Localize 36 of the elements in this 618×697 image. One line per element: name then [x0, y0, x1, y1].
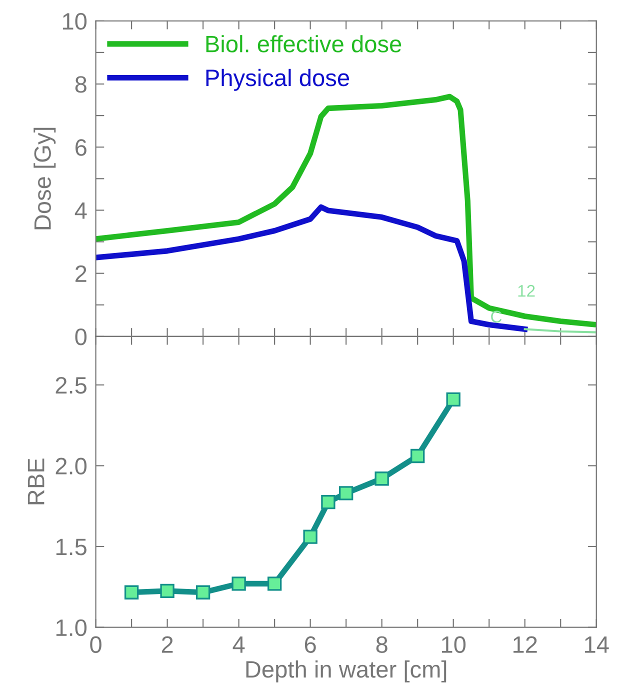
annotation: 12 — [518, 284, 535, 297]
y-tick-label: 2.0 — [56, 458, 87, 474]
x-axis-title: Depth in water [cm] — [246, 660, 446, 682]
annotation: C — [491, 310, 502, 323]
point — [232, 576, 246, 591]
point — [303, 530, 318, 544]
y-tick-label: 0 — [75, 328, 87, 346]
y-axis-title: Dose [Gy] — [34, 128, 56, 230]
y-tick-label: 1.5 — [56, 538, 86, 556]
x-tick-label: 10 — [442, 636, 466, 653]
x-tick-label: 2 — [162, 636, 173, 653]
y-tick-label: 2.5 — [56, 376, 86, 394]
x-tick-label: 6 — [304, 636, 316, 653]
point — [196, 585, 210, 600]
point — [338, 486, 354, 500]
y-tick-label: 6 — [76, 139, 86, 156]
legend-label: Physical dose — [206, 68, 350, 91]
x-tick-label: 12 — [514, 636, 537, 653]
point — [410, 448, 425, 464]
point — [124, 585, 139, 600]
legend-label: Biol. effective dose — [206, 35, 402, 52]
point — [160, 584, 174, 598]
y-tick-label: 4 — [74, 202, 87, 219]
x-tick-label: 14 — [585, 636, 609, 653]
y-tick-label: 10 — [62, 12, 87, 30]
x-tick-label: 4 — [232, 636, 245, 653]
point — [267, 576, 282, 591]
point — [374, 472, 389, 486]
point — [321, 494, 336, 510]
x-tick-label: 8 — [376, 636, 388, 653]
y-tick-label: 8 — [75, 76, 86, 93]
y-tick-label: 1.0 — [56, 619, 87, 636]
x-tick-label: 0 — [90, 636, 102, 653]
y-tick-label: 2 — [76, 265, 86, 282]
point — [446, 392, 460, 407]
y-axis-title: RBE — [28, 458, 44, 504]
